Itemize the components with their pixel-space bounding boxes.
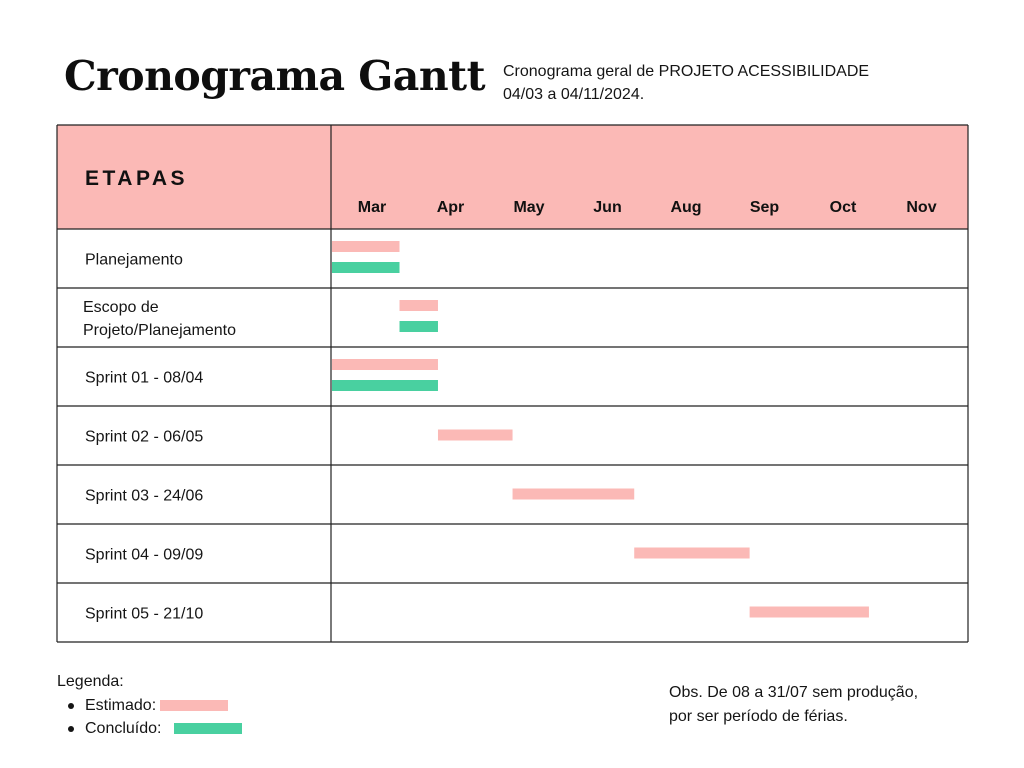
legend-item-completed: Concluído:	[57, 717, 242, 740]
legend-estimated-label: Estimado:	[85, 697, 157, 714]
stage-column-header: ETAPAS	[85, 167, 188, 190]
estimated-bar	[634, 547, 750, 559]
month-label-oct: Oct	[830, 199, 857, 216]
task-label: Escopo de	[83, 299, 159, 316]
observation-note: Obs. De 08 a 31/07 sem produção, por ser…	[669, 681, 969, 729]
header-band	[57, 125, 968, 229]
estimated-bar	[437, 429, 513, 441]
task-label: Sprint 01 - 08/04	[85, 370, 203, 387]
task-label: Sprint 03 - 24/06	[85, 488, 203, 505]
completed-bar	[332, 262, 400, 273]
completed-bar	[332, 380, 438, 391]
month-label-nov: Nov	[906, 199, 936, 216]
task-label: Projeto/Planejamento	[83, 322, 236, 339]
chart-subtitle: Cronograma geral de PROJETO ACESSIBILIDA…	[503, 60, 953, 106]
estimated-bar	[332, 241, 400, 252]
month-label-may: May	[513, 199, 544, 216]
legend: Legenda: Estimado: Concluído:	[57, 672, 242, 740]
estimated-bar	[399, 300, 438, 311]
legend-item-estimated: Estimado:	[57, 694, 242, 717]
task-label: Sprint 05 - 21/10	[85, 606, 203, 623]
subtitle-line-2: 04/03 a 04/11/2024.	[503, 86, 645, 103]
month-label-sep: Sep	[750, 199, 780, 216]
task-label: Sprint 04 - 09/09	[85, 547, 203, 564]
estimated-bar	[332, 359, 438, 370]
month-label-mar: Mar	[358, 199, 386, 216]
completed-bar	[399, 321, 438, 332]
month-label-apr: Apr	[437, 199, 465, 216]
estimated-bar	[749, 606, 869, 618]
legend-estimated-swatch	[160, 700, 229, 712]
page-title: Cronograma Gantt	[64, 52, 486, 100]
legend-completed-label: Concluído:	[85, 720, 162, 737]
note-line-1: Obs. De 08 a 31/07 sem produção,	[669, 684, 919, 701]
month-label-jun: Jun	[593, 199, 621, 216]
subtitle-line-1: Cronograma geral de PROJETO ACESSIBILIDA…	[503, 63, 870, 80]
note-line-2: por ser período de férias.	[669, 708, 848, 725]
task-label: Sprint 02 - 06/05	[85, 429, 203, 446]
task-label: Planejamento	[85, 252, 183, 269]
month-label-aug: Aug	[670, 199, 701, 216]
legend-completed-swatch	[173, 723, 242, 735]
estimated-bar	[512, 488, 635, 500]
legend-title: Legenda:	[57, 673, 124, 690]
